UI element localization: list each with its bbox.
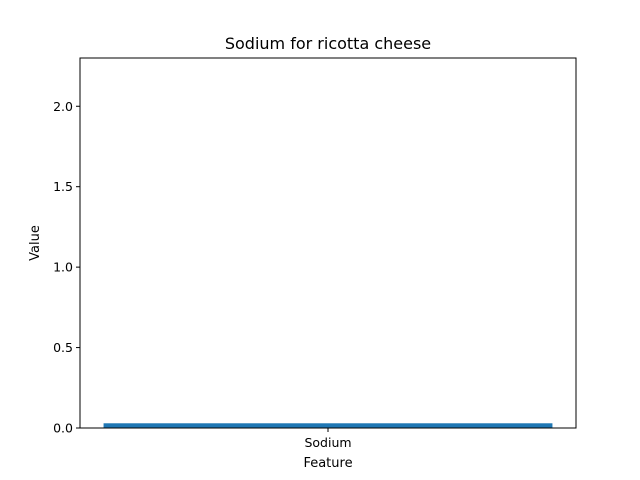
bars-layer (103, 423, 553, 428)
y-tick-label: 0.0 (53, 421, 73, 436)
chart-title: Sodium for ricotta cheese (225, 34, 431, 53)
bar-sodium (103, 423, 553, 428)
x-tick-label: Sodium (304, 435, 351, 450)
x-axis-ticks: Sodium (304, 428, 352, 450)
y-tick-label: 2.0 (53, 99, 73, 114)
y-tick-label: 1.0 (53, 260, 73, 275)
y-axis-ticks: 0.0 0.5 1.0 1.5 2.0 (53, 99, 80, 436)
y-axis-label: Value (28, 225, 43, 261)
y-tick-label: 1.5 (53, 179, 73, 194)
x-axis-label: Feature (303, 456, 352, 471)
y-tick-label: 0.5 (53, 340, 73, 355)
